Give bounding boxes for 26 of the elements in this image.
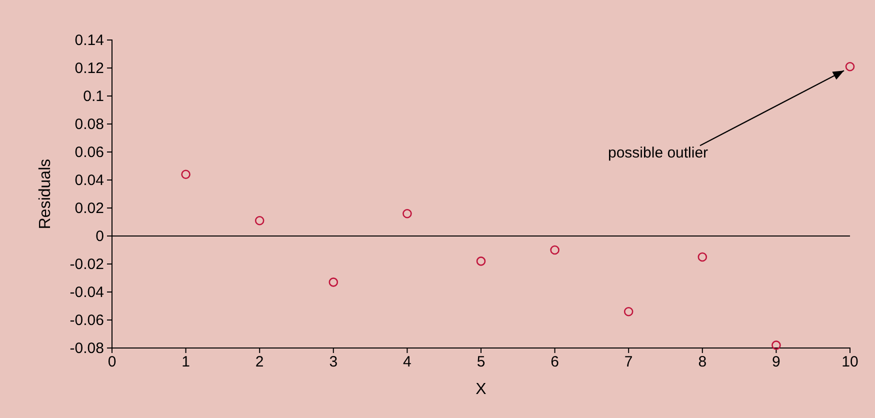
x-tick-label: 3	[329, 354, 338, 371]
x-tick-label: 2	[255, 354, 264, 371]
y-tick-label: 0.08	[74, 116, 104, 133]
y-tick-label: 0.12	[74, 60, 104, 77]
x-tick-label: 10	[842, 354, 858, 371]
x-tick-label: 9	[772, 354, 780, 371]
x-tick-label: 6	[550, 354, 559, 371]
y-tick-label: -0.02	[70, 256, 104, 273]
x-tick-label: 8	[698, 354, 707, 371]
x-tick-label: 0	[108, 354, 116, 371]
y-tick-label: 0.06	[74, 144, 104, 161]
x-tick-label: 4	[403, 354, 412, 371]
x-tick-label: 7	[624, 354, 633, 371]
y-tick-label: 0	[96, 228, 104, 245]
y-tick-label: 0.02	[74, 200, 104, 217]
x-axis-title: X	[476, 381, 487, 398]
y-tick-label: -0.06	[70, 312, 104, 329]
y-tick-label: 0.1	[83, 88, 104, 105]
y-tick-label: -0.04	[70, 284, 104, 301]
x-tick-label: 1	[182, 354, 190, 371]
x-tick-label: 5	[476, 354, 486, 371]
y-tick-label: 0.04	[74, 172, 104, 189]
y-axis-title: Residuals	[37, 158, 54, 230]
y-tick-label: 0.14	[74, 32, 104, 49]
annotation: possible outlier	[608, 144, 708, 162]
y-tick-label: -0.08	[70, 340, 104, 357]
